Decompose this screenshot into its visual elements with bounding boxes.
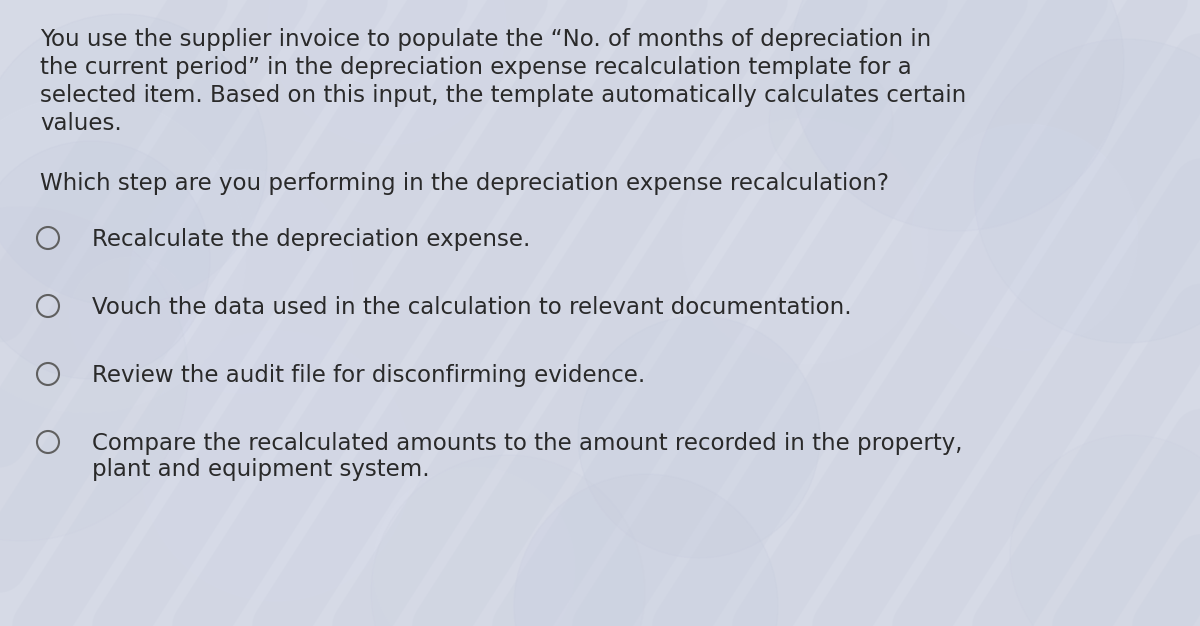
Circle shape	[0, 14, 266, 306]
Text: Compare the recalculated amounts to the amount recorded in the property,: Compare the recalculated amounts to the …	[92, 432, 962, 455]
Text: Recalculate the depreciation expense.: Recalculate the depreciation expense.	[92, 228, 530, 251]
Circle shape	[0, 95, 246, 413]
Text: You use the supplier invoice to populate the “No. of months of depreciation in: You use the supplier invoice to populate…	[40, 28, 931, 51]
Circle shape	[682, 118, 928, 364]
Circle shape	[1010, 435, 1200, 626]
Circle shape	[268, 0, 506, 145]
Circle shape	[912, 124, 1138, 350]
Circle shape	[790, 0, 1124, 231]
Circle shape	[130, 169, 353, 393]
Circle shape	[70, 257, 191, 379]
Text: selected item. Based on this input, the template automatically calculates certai: selected item. Based on this input, the …	[40, 84, 966, 107]
Circle shape	[142, 331, 410, 601]
Circle shape	[514, 474, 778, 626]
Circle shape	[0, 207, 188, 541]
Circle shape	[578, 316, 820, 558]
Circle shape	[373, 467, 575, 626]
Circle shape	[371, 455, 646, 626]
Text: the current period” in the depreciation expense recalculation template for a: the current period” in the depreciation …	[40, 56, 912, 79]
Text: plant and equipment system.: plant and equipment system.	[92, 458, 430, 481]
Text: Review the audit file for disconfirming evidence.: Review the audit file for disconfirming …	[92, 364, 646, 387]
Text: Which step are you performing in the depreciation expense recalculation?: Which step are you performing in the dep…	[40, 172, 889, 195]
Circle shape	[769, 60, 893, 184]
Text: values.: values.	[40, 112, 121, 135]
Circle shape	[0, 141, 210, 379]
Text: Vouch the data used in the calculation to relevant documentation.: Vouch the data used in the calculation t…	[92, 296, 852, 319]
Circle shape	[974, 39, 1200, 343]
